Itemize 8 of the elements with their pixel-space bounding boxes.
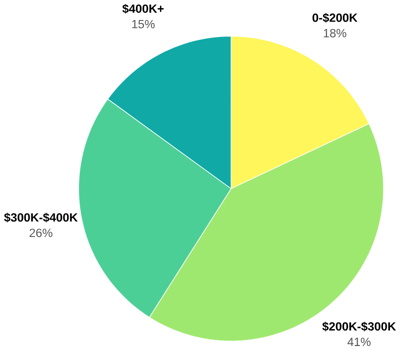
slice-label: $300K-$400K — [4, 212, 78, 222]
data-label: 15% — [132, 20, 155, 28]
slice-label: $400K+ — [122, 4, 164, 14]
data-label: 18% — [324, 28, 346, 38]
slice-label: 0-$200K — [312, 12, 358, 23]
data-label: 41% — [348, 338, 371, 346]
slice-label: $200K-$300K — [322, 322, 396, 332]
data-label: 26% — [30, 228, 52, 238]
